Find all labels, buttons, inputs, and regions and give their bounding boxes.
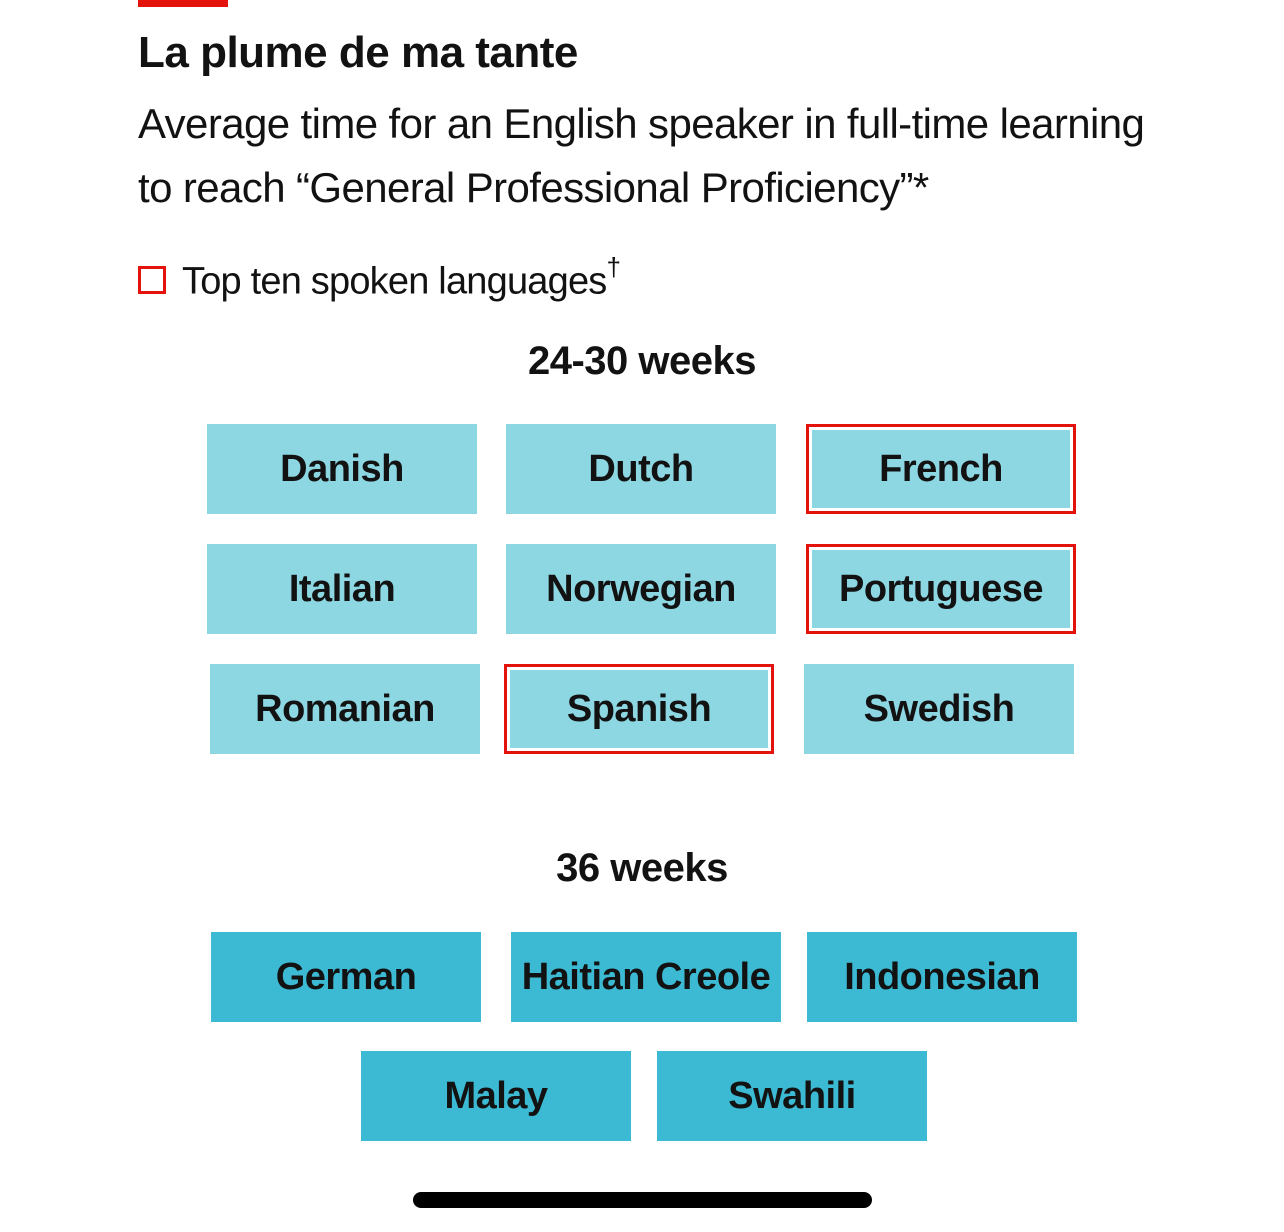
language-tile: Haitian Creole	[511, 932, 781, 1022]
accent-bar	[138, 0, 228, 7]
language-tile: Dutch	[506, 424, 776, 514]
language-label: Romanian	[255, 687, 435, 730]
language-tile-top-ten: Spanish	[504, 664, 774, 754]
language-label: Indonesian	[844, 955, 1040, 998]
language-label: Malay	[444, 1074, 548, 1117]
language-tile: Malay	[361, 1051, 631, 1141]
legend-swatch	[138, 266, 166, 294]
language-tile: Swedish	[804, 664, 1074, 754]
language-tile-top-ten: Portuguese	[806, 544, 1076, 634]
language-label: Italian	[288, 567, 396, 610]
language-tile: Norwegian	[506, 544, 776, 634]
language-label: Portuguese	[838, 567, 1044, 610]
chart-subtitle: Average time for an English speaker in f…	[138, 100, 1145, 211]
home-indicator[interactable]	[413, 1192, 872, 1208]
legend-marker: †	[606, 252, 621, 283]
language-label: Danish	[280, 447, 404, 490]
language-tile: Danish	[207, 424, 477, 514]
language-label: Swedish	[863, 687, 1015, 730]
chart-title: La plume de ma tante	[138, 28, 578, 77]
legend: Top ten spoken languages†	[138, 252, 621, 305]
language-label: Haitian Creole	[521, 955, 771, 998]
language-tile: Indonesian	[807, 932, 1077, 1022]
language-tile-top-ten: French	[806, 424, 1076, 514]
group-heading-36-weeks: 36 weeks	[556, 846, 728, 890]
language-label: German	[275, 955, 417, 998]
language-label: Norwegian	[546, 567, 736, 610]
language-tile: Romanian	[210, 664, 480, 754]
language-tile: Swahili	[657, 1051, 927, 1141]
language-tile: German	[211, 932, 481, 1022]
legend-label: Top ten spoken languages	[182, 260, 607, 303]
language-label: Swahili	[728, 1074, 856, 1117]
language-tile: Italian	[207, 544, 477, 634]
legend-entry: Top ten spoken languages†	[182, 252, 621, 304]
language-label: Spanish	[566, 687, 712, 730]
group-heading-24-30-weeks: 24-30 weeks	[527, 339, 757, 383]
language-label: French	[879, 447, 1003, 490]
language-label: Dutch	[588, 447, 694, 490]
